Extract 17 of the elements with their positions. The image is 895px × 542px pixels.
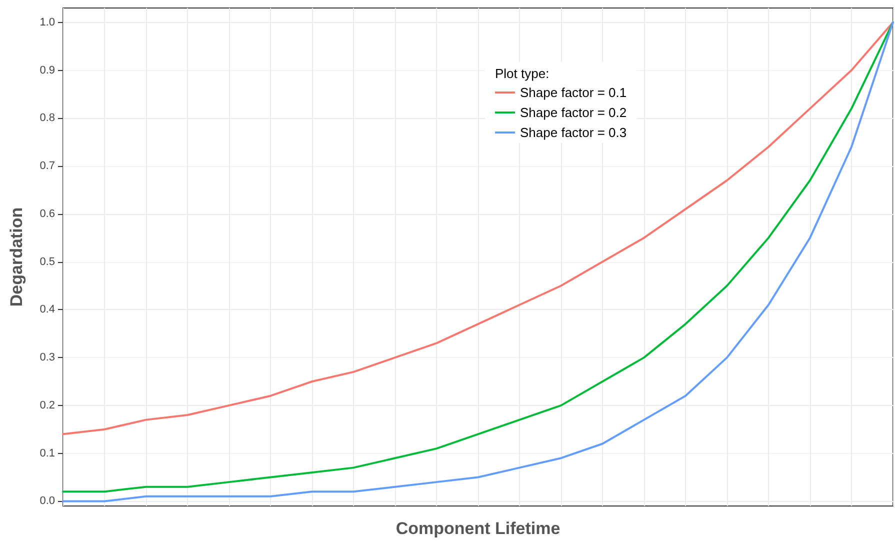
y-tick-label: 0.8 [40, 112, 55, 124]
y-tick-label: 0.0 [40, 495, 55, 508]
y-tick-label: 0.4 [40, 304, 55, 316]
y-axis-title: Degardation [7, 207, 26, 307]
y-tick-label: 0.1 [40, 447, 55, 460]
y-tick-label: 0.5 [40, 256, 55, 268]
x-axis-title: Component Lifetime [396, 519, 560, 538]
y-tick-label: 0.2 [40, 399, 55, 412]
y-tick-label: 0.6 [40, 208, 55, 220]
legend-label: Shape factor = 0.3 [520, 125, 627, 140]
legend-label: Shape factor = 0.1 [520, 85, 627, 100]
legend-label: Shape factor = 0.2 [520, 105, 627, 120]
y-tick-label: 1.0 [40, 16, 55, 28]
y-tick-label: 0.7 [40, 160, 55, 172]
y-tick-label: 0.3 [40, 352, 55, 364]
y-tick-label: 0.9 [40, 64, 55, 76]
legend-title: Plot type: [495, 66, 550, 81]
